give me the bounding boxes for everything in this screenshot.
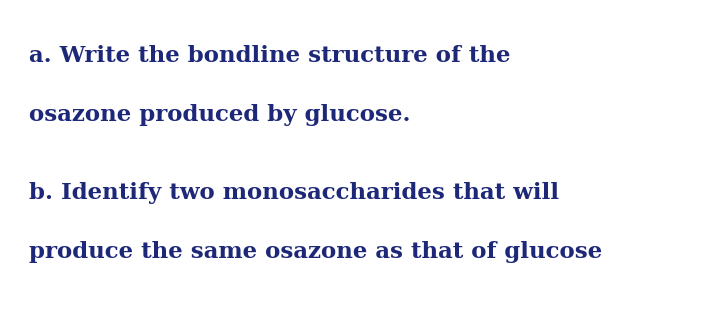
Text: produce the same osazone as that of glucose: produce the same osazone as that of gluc… bbox=[29, 241, 602, 263]
Text: a. Write the bondline structure of the: a. Write the bondline structure of the bbox=[29, 45, 510, 67]
Text: osazone produced by glucose.: osazone produced by glucose. bbox=[29, 104, 411, 126]
Text: b. Identify two monosaccharides that will: b. Identify two monosaccharides that wil… bbox=[29, 182, 559, 204]
